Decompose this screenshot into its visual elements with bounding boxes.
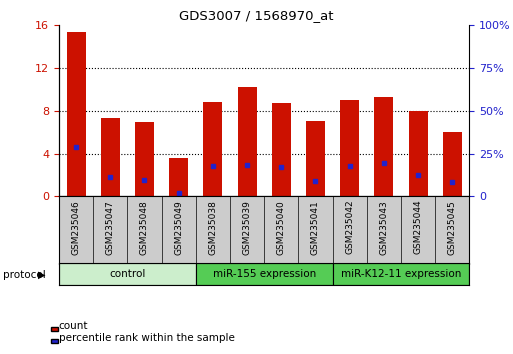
- Bar: [443, 132, 462, 196]
- Text: GSM235046: GSM235046: [72, 200, 81, 255]
- Bar: [196, 263, 332, 285]
- Bar: [135, 122, 154, 196]
- Text: GSM235045: GSM235045: [448, 200, 457, 255]
- Bar: [238, 87, 256, 196]
- Text: count: count: [58, 321, 88, 331]
- Text: GSM235039: GSM235039: [243, 200, 251, 255]
- Text: GSM235038: GSM235038: [208, 200, 218, 255]
- Bar: [306, 121, 325, 196]
- Text: GDS3007 / 1568970_at: GDS3007 / 1568970_at: [179, 9, 334, 22]
- Text: GSM235042: GSM235042: [345, 200, 354, 255]
- Text: miR-K12-11 expression: miR-K12-11 expression: [341, 269, 461, 279]
- Text: GSM235048: GSM235048: [140, 200, 149, 255]
- Bar: [409, 110, 427, 196]
- Text: GSM235043: GSM235043: [380, 200, 388, 255]
- Text: GSM235044: GSM235044: [413, 200, 423, 255]
- Text: GSM235047: GSM235047: [106, 200, 115, 255]
- Bar: [67, 32, 86, 196]
- Text: control: control: [109, 269, 146, 279]
- Text: percentile rank within the sample: percentile rank within the sample: [58, 333, 234, 343]
- Bar: [59, 263, 196, 285]
- Bar: [374, 97, 393, 196]
- Bar: [204, 102, 222, 196]
- Text: GSM235049: GSM235049: [174, 200, 183, 255]
- Bar: [340, 100, 359, 196]
- Bar: [169, 158, 188, 196]
- Text: protocol: protocol: [3, 270, 45, 280]
- Text: GSM235041: GSM235041: [311, 200, 320, 255]
- Text: miR-155 expression: miR-155 expression: [212, 269, 316, 279]
- Bar: [332, 263, 469, 285]
- Text: GSM235040: GSM235040: [277, 200, 286, 255]
- Text: ▶: ▶: [38, 270, 46, 280]
- Bar: [101, 118, 120, 196]
- Bar: [272, 103, 291, 196]
